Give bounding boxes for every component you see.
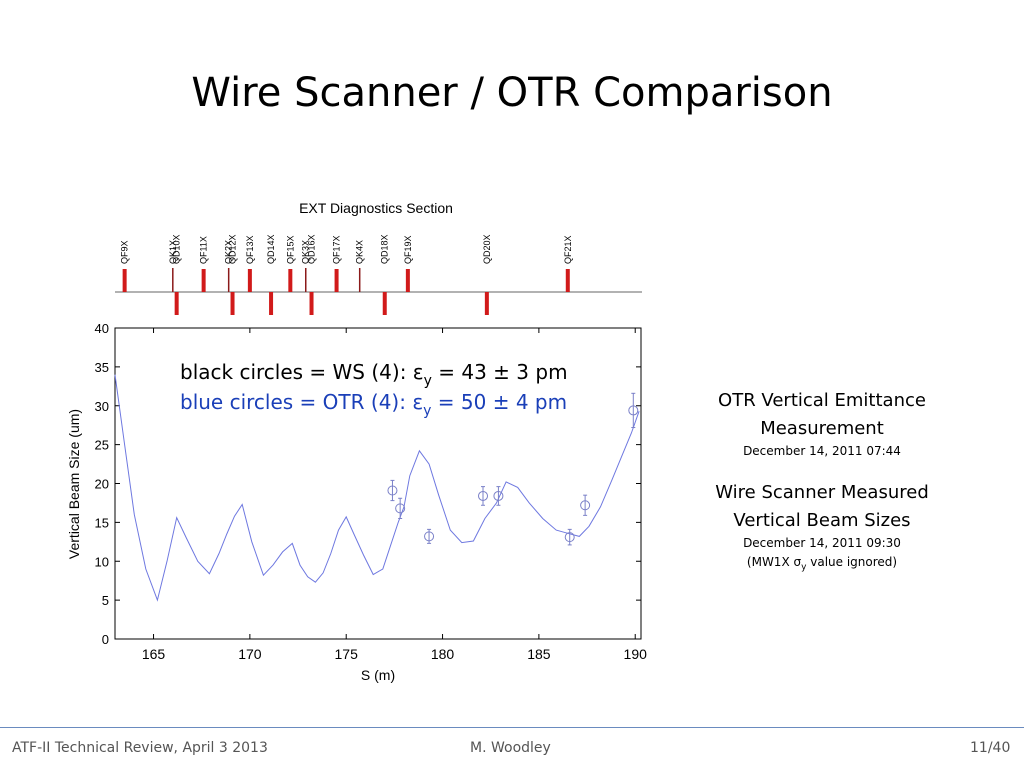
data-point-marker — [564, 532, 575, 543]
footer-page-number: 11/40 — [970, 740, 1011, 756]
magnet-label: QK2X — [224, 240, 234, 264]
ws-emittance-annotation: black circles = WS (4): εy = 43 ± 3 pm — [180, 360, 568, 389]
x-tick-label: 185 — [527, 646, 551, 662]
y-tick-label: 30 — [95, 399, 109, 414]
magnet-label: QD20X — [482, 234, 492, 264]
axis-ticks: 165 170 175 180 185 190 0 5 10 15 20 25 30 35 40 — [95, 321, 648, 662]
x-axis-label: S (m) — [361, 667, 395, 683]
otr-note-line2: Measurement — [760, 418, 884, 439]
magnet-qf15x — [288, 269, 293, 292]
x-tick-label: 180 — [431, 646, 455, 662]
magnet-label: QF13X — [245, 235, 255, 264]
magnet-label: QD16X — [307, 234, 317, 264]
magnet-qf17x — [334, 269, 339, 292]
y-tick-label: 40 — [95, 321, 109, 336]
magnet-label: QF9X — [120, 240, 130, 264]
magnet-qf13x — [247, 269, 252, 292]
magnet-qk3x — [304, 268, 307, 292]
magnet-qd12x — [230, 292, 235, 315]
data-point-marker — [424, 531, 435, 542]
y-axis-label: Vertical Beam Size (um) — [66, 409, 82, 559]
magnet-qd10x — [174, 292, 179, 315]
ws-note-caveat: (MW1X σy value ignored) — [746, 555, 898, 573]
otr-points-layer — [387, 392, 639, 546]
magnet-label: QF11X — [199, 236, 209, 264]
data-point-marker — [493, 490, 504, 501]
data-point-marker — [387, 485, 398, 496]
slide-title: Wire Scanner / OTR Comparison — [191, 70, 833, 116]
magnet-qk4x — [358, 268, 361, 292]
y-tick-label: 20 — [95, 477, 109, 492]
x-tick-label: 190 — [624, 646, 648, 662]
magnet-qk1x — [172, 268, 174, 292]
y-tick-label: 25 — [95, 438, 109, 453]
x-tick-label: 175 — [335, 646, 359, 662]
magnet-label: QF15X — [285, 235, 295, 264]
otr-note-title: OTR Vertical Emittance Measurement — [690, 387, 954, 443]
footer-rule — [0, 727, 1024, 728]
data-point-marker — [628, 405, 639, 416]
chart-title: EXT Diagnostics Section — [299, 200, 453, 216]
magnet-label: QD12X — [228, 234, 238, 264]
magnet-qd14x — [269, 292, 274, 315]
magnet-label: QF21X — [563, 235, 573, 264]
magnet-qf19x — [405, 269, 410, 292]
ws-note-line2: Vertical Beam Sizes — [733, 510, 911, 531]
footer-center: M. Woodley — [470, 740, 551, 756]
y-tick-label: 0 — [102, 632, 109, 647]
magnet-qf21x — [565, 269, 570, 292]
magnet-qd20x — [484, 292, 489, 315]
y-tick-label: 35 — [95, 360, 109, 375]
magnet-label: QF17X — [332, 235, 342, 264]
magnet-label: QF19X — [403, 235, 413, 264]
ws-note-line1: Wire Scanner Measured — [715, 482, 929, 503]
magnet-label: QK3X — [301, 240, 311, 264]
footer-left: ATF-II Technical Review, April 3 2013 — [12, 740, 268, 756]
data-point-marker — [478, 490, 489, 501]
magnet-label: QD10X — [172, 234, 182, 264]
magnet-label: QK4X — [355, 240, 365, 264]
magnet-qf9x — [122, 269, 127, 292]
otr-note-date: December 14, 2011 07:44 — [743, 444, 901, 458]
data-point-marker — [580, 500, 591, 511]
data-point-marker — [395, 503, 406, 514]
magnet-qk2x — [227, 268, 230, 292]
magnet-qf11x — [201, 269, 206, 292]
y-tick-label: 10 — [95, 554, 109, 569]
y-tick-label: 5 — [102, 593, 109, 608]
x-tick-label: 170 — [238, 646, 262, 662]
magnet-label: QK1X — [168, 240, 178, 264]
otr-emittance-annotation: blue circles = OTR (4): εy = 50 ± 4 pm — [180, 390, 567, 419]
y-tick-label: 15 — [95, 515, 109, 530]
magnet-label: QD14X — [266, 234, 276, 264]
x-tick-label: 165 — [142, 646, 166, 662]
magnet-qd18x — [382, 292, 387, 315]
magnet-qd16x — [309, 292, 314, 315]
model-curve-layer — [114, 374, 640, 602]
ws-note-title: Wire Scanner Measured Vertical Beam Size… — [690, 479, 954, 535]
otr-note-line1: OTR Vertical Emittance — [718, 390, 926, 411]
magnet-label: QD18X — [380, 234, 390, 264]
ws-note-date: December 14, 2011 09:30 — [743, 536, 901, 550]
model-beam-size-curve — [114, 374, 640, 602]
